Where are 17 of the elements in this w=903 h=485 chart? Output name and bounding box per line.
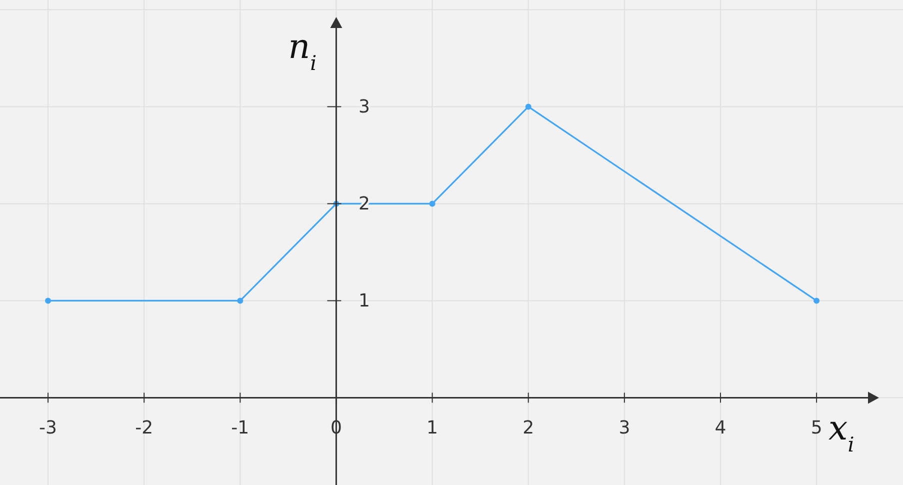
x-tick-label: 2	[522, 418, 534, 439]
point	[237, 298, 244, 304]
y-tick-label: 1	[358, 290, 370, 312]
x-axis-title: x$_{i}$	[828, 408, 854, 457]
x-tick-label: 4	[714, 418, 726, 439]
point	[45, 298, 52, 304]
x-tick-label: -2	[135, 418, 154, 439]
x-tick-label: -3	[39, 418, 58, 439]
x-tick-label: -1	[231, 418, 250, 439]
y-tick-label: 3	[358, 96, 370, 118]
point	[814, 298, 820, 304]
x-tick-label: 5	[810, 418, 822, 439]
x-tick-label: 3	[618, 418, 630, 439]
x-tick-label: 1	[426, 418, 438, 439]
y-axis-title: n$_{i}$	[288, 27, 317, 75]
point	[429, 200, 436, 207]
point	[525, 104, 532, 110]
